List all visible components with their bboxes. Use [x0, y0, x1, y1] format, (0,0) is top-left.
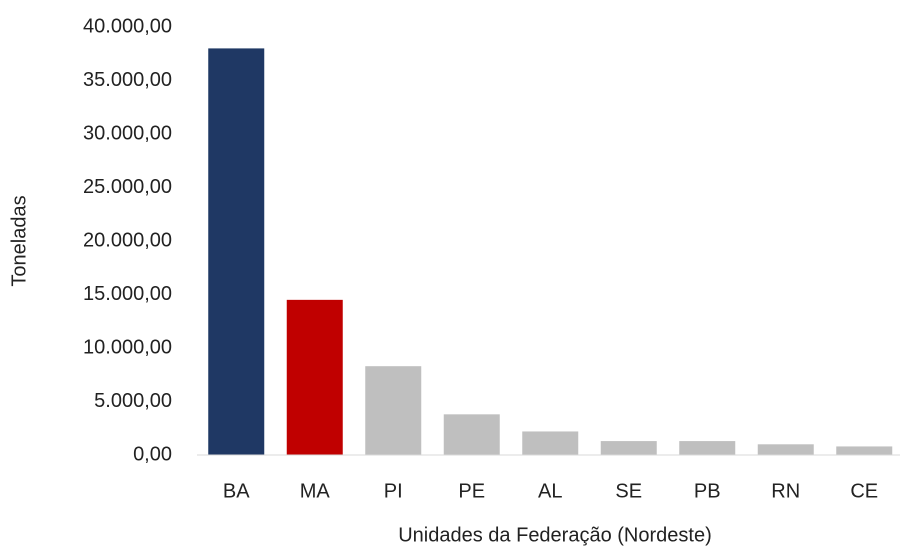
- bar: [286, 299, 343, 455]
- y-tick-label: 35.000,00: [83, 69, 172, 91]
- bar: [757, 444, 814, 455]
- x-tick-label: SE: [615, 480, 642, 502]
- bar: [208, 48, 265, 456]
- x-tick-label: AL: [538, 480, 562, 502]
- y-tick-label: 0,00: [133, 443, 172, 465]
- bar: [836, 446, 893, 455]
- x-tick-label: PE: [458, 480, 485, 502]
- y-tick-label: 40.000,00: [83, 15, 172, 37]
- bar: [365, 366, 422, 455]
- x-tick-label: RN: [771, 480, 800, 502]
- bar: [443, 414, 500, 455]
- x-tick-label: CE: [850, 480, 878, 502]
- y-tick-label: 25.000,00: [83, 176, 172, 198]
- x-tick-label: BA: [223, 480, 250, 502]
- y-tick-label: 5.000,00: [94, 390, 172, 412]
- x-tick-label: PI: [384, 480, 403, 502]
- y-axis-title: Toneladas: [8, 195, 30, 286]
- bar: [679, 441, 736, 455]
- x-tick-label: PB: [694, 480, 721, 502]
- x-tick-label: MA: [300, 480, 331, 502]
- y-tick-label: 10.000,00: [83, 336, 172, 358]
- y-tick-label: 30.000,00: [83, 122, 172, 144]
- bar: [600, 441, 657, 455]
- bar: [522, 431, 579, 455]
- y-tick-label: 20.000,00: [83, 229, 172, 251]
- x-axis-title: Unidades da Federação (Nordeste): [398, 524, 712, 546]
- y-tick-label: 15.000,00: [83, 283, 172, 305]
